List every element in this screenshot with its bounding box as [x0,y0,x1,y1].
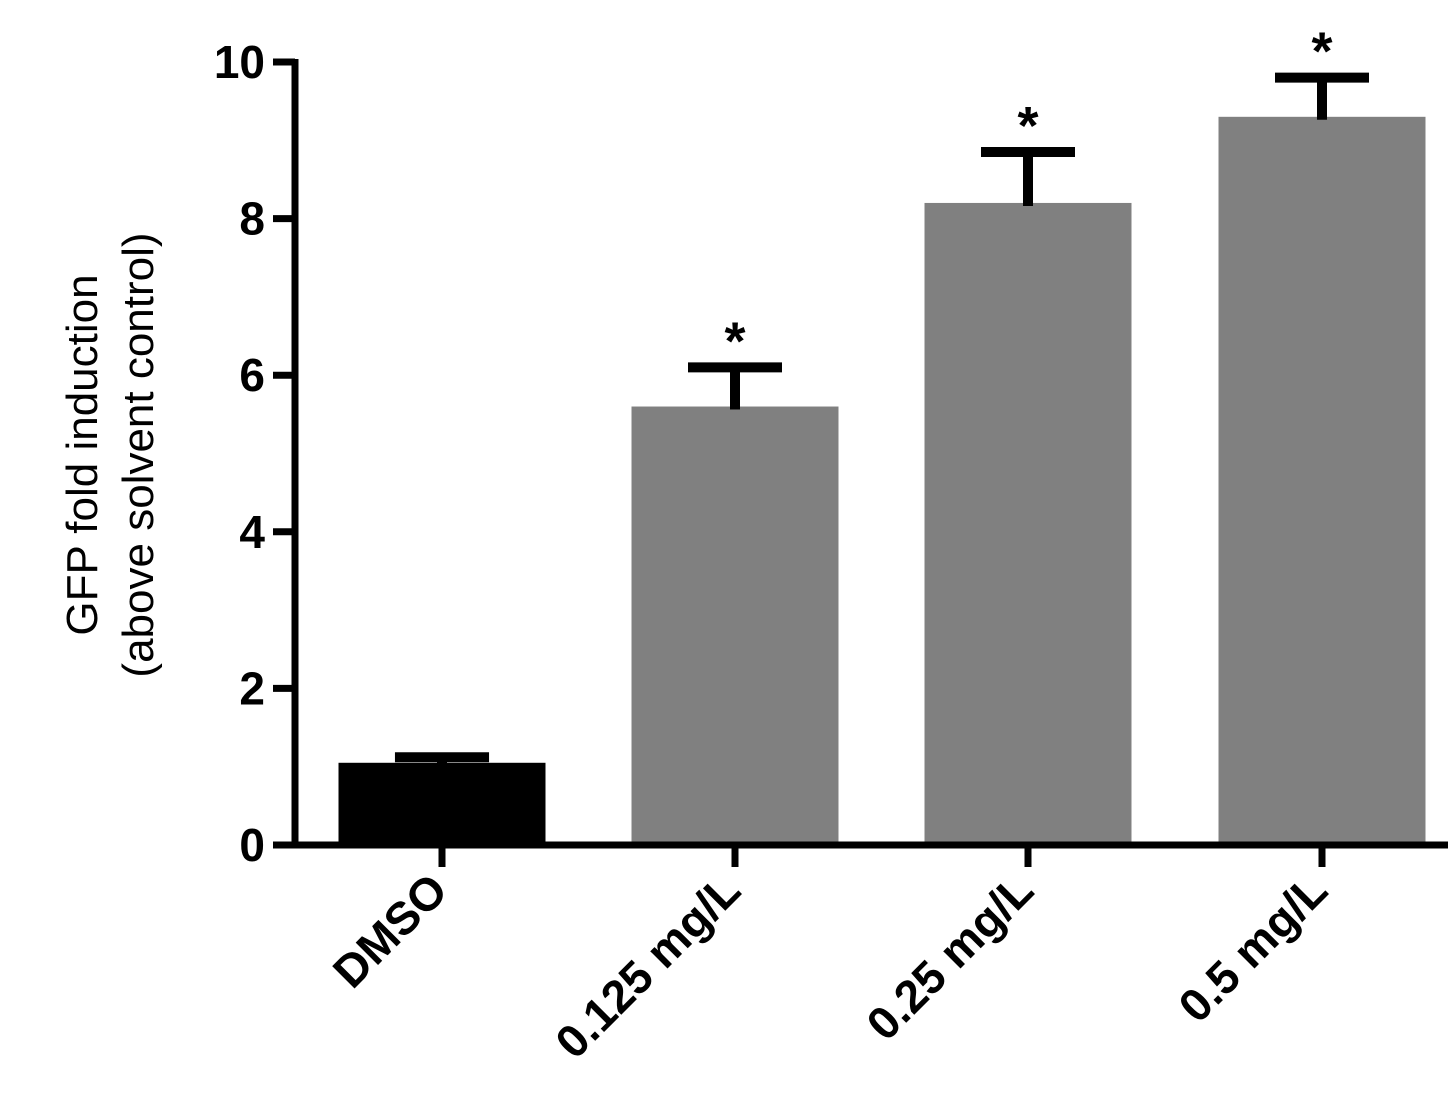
bar-1 [631,406,839,845]
x-category-label-1: 0.125 mg/L [545,863,750,1068]
error-bars [394,72,1369,766]
significance-marks: * * * [724,22,1332,372]
x-category-label-0: DMSO [323,863,457,997]
y-axis-title-line-1: GFP fold induction [58,274,107,635]
significance-mark-2: * [1017,96,1038,156]
y-axis-title: GFP fold induction (above solvent contro… [58,232,163,677]
bars [338,116,1426,845]
y-axis: 0 2 4 6 8 10 [214,36,299,871]
bar-2 [924,202,1132,845]
y-tick-label-3: 6 [239,349,265,401]
y-tick-label-5: 10 [214,36,265,88]
y-tick-label-1: 2 [239,662,265,714]
bar-0 [338,762,546,845]
x-category-label-2: 0.25 mg/L [856,863,1043,1050]
significance-mark-3: * [1311,22,1332,82]
y-axis-title-line-2: (above solvent control) [114,232,163,677]
y-tick-label-0: 0 [239,819,265,871]
y-tick-label-4: 8 [239,193,265,245]
x-axis: DMSO 0.125 mg/L 0.25 mg/L 0.5 mg/L [292,841,1448,1068]
bar-3 [1218,116,1426,845]
significance-mark-1: * [724,311,745,371]
x-category-label-3: 0.5 mg/L [1168,863,1337,1032]
y-tick-label-2: 4 [239,506,265,558]
